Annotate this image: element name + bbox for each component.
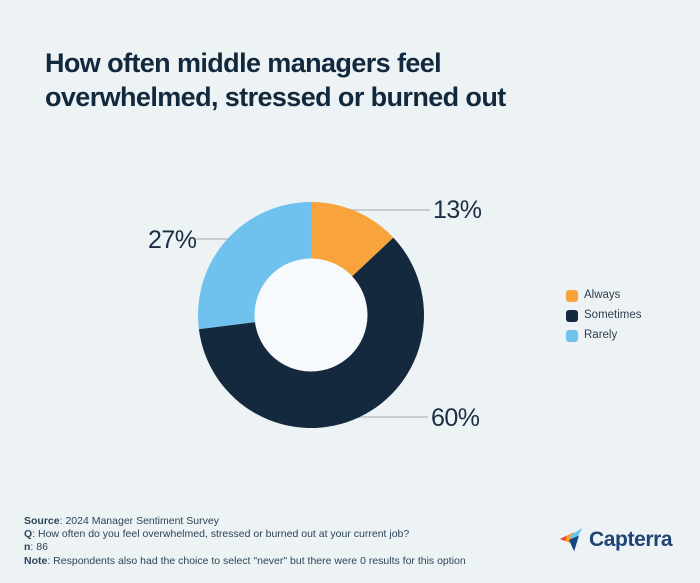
legend-item-always: Always xyxy=(566,289,642,302)
footnote-source: Source: 2024 Manager Sentiment Survey xyxy=(24,515,466,528)
footnote-question: Q: How often do you feel overwhelmed, st… xyxy=(24,528,466,541)
chart-footnotes: Source: 2024 Manager Sentiment Survey Q:… xyxy=(24,515,466,568)
capterra-wordmark: Capterra xyxy=(589,527,673,551)
legend-swatch-always xyxy=(566,289,578,302)
legend-item-sometimes: Sometimes xyxy=(566,309,642,322)
footnote-n-text: : 86 xyxy=(30,541,48,554)
slice-label-rarely: 27% xyxy=(148,226,197,254)
footnote-n-label: n xyxy=(24,541,31,554)
page-title-line-1: How often middle managers feel xyxy=(45,48,442,78)
capterra-logo-icon xyxy=(560,527,583,552)
footnote-n: n: 86 xyxy=(24,541,466,554)
legend-swatch-sometimes xyxy=(566,309,578,322)
legend-label-rarely: Rarely xyxy=(584,329,618,341)
footnote-note-label: Note xyxy=(24,554,48,567)
capterra-logo: Capterra xyxy=(560,527,673,552)
legend-item-rarely: Rarely xyxy=(566,329,642,342)
footnote-question-text: : How often do you feel overwhelmed, str… xyxy=(32,528,410,541)
slice-label-sometimes: 60% xyxy=(431,404,480,432)
page-title: How often middle managers feel overwhelm… xyxy=(45,46,675,114)
chart-legend: Always Sometimes Rarely xyxy=(566,289,642,342)
footnote-note: Note: Respondents also had the choice to… xyxy=(24,555,466,568)
legend-label-always: Always xyxy=(584,289,621,301)
legend-label-sometimes: Sometimes xyxy=(584,309,642,321)
footnote-source-label: Source xyxy=(24,515,60,527)
slice-label-always: 13% xyxy=(433,196,482,224)
footnote-note-text: : Respondents also had the choice to sel… xyxy=(47,554,466,567)
footnote-source-text: : 2024 Manager Sentiment Survey xyxy=(59,515,219,527)
donut-slices xyxy=(197,202,424,429)
footnote-question-label: Q xyxy=(24,528,33,541)
legend-swatch-rarely xyxy=(566,329,578,342)
page-title-line-2: overwhelmed, stressed or burned out xyxy=(45,82,506,112)
